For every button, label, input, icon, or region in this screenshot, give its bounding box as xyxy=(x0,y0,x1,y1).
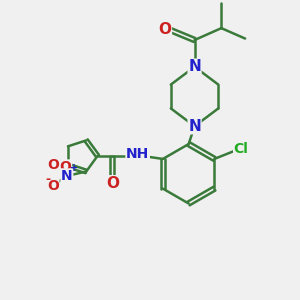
Text: Cl: Cl xyxy=(234,142,249,155)
Text: N: N xyxy=(188,59,201,74)
Text: NH: NH xyxy=(126,147,149,161)
Text: +: + xyxy=(70,163,79,172)
Text: N: N xyxy=(188,119,201,134)
Text: O: O xyxy=(60,160,71,174)
Text: N: N xyxy=(61,169,73,183)
Text: O: O xyxy=(47,158,59,172)
Text: O: O xyxy=(47,179,59,194)
Text: O: O xyxy=(158,22,171,37)
Text: O: O xyxy=(106,176,119,191)
Text: -: - xyxy=(45,173,50,186)
